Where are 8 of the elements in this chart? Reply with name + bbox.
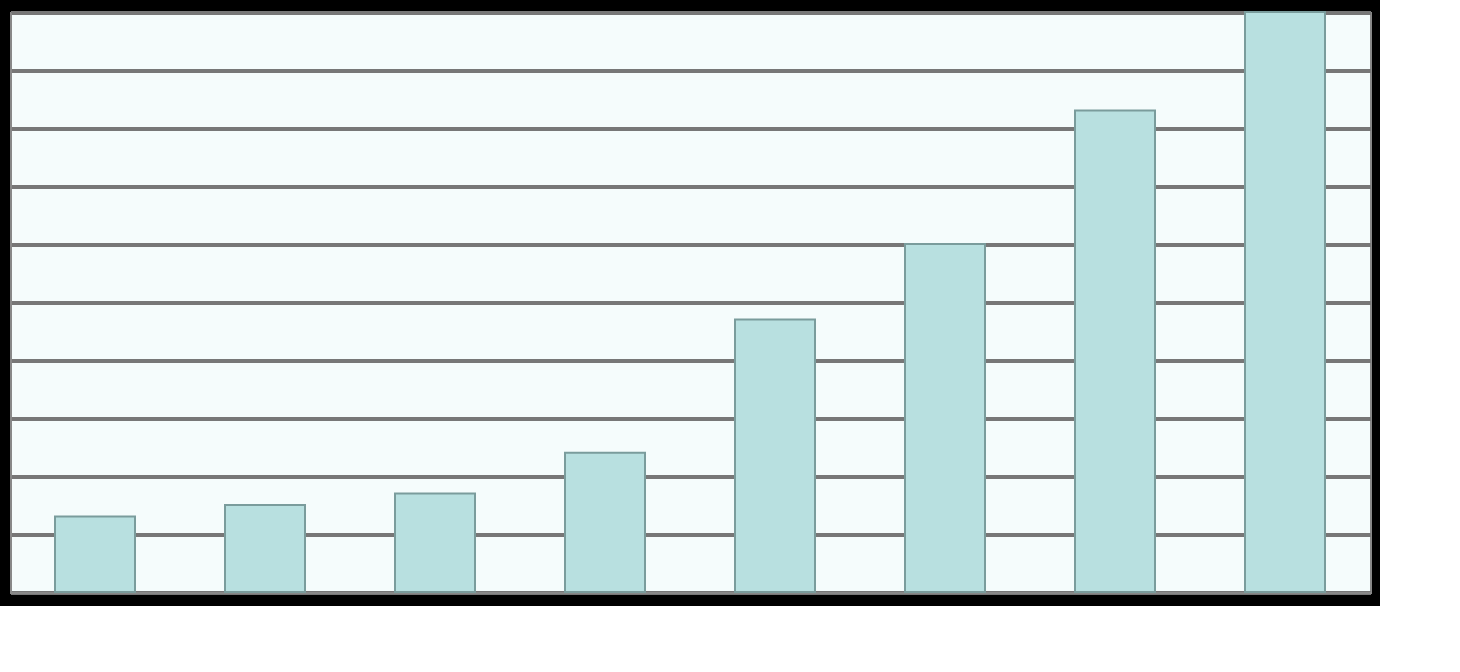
bar: [1244, 11, 1326, 593]
bar: [904, 243, 986, 593]
bar: [224, 504, 306, 593]
bar: [394, 492, 476, 593]
bar: [734, 318, 816, 593]
bar: [54, 515, 136, 593]
bar: [1074, 109, 1156, 593]
bar: [564, 451, 646, 593]
